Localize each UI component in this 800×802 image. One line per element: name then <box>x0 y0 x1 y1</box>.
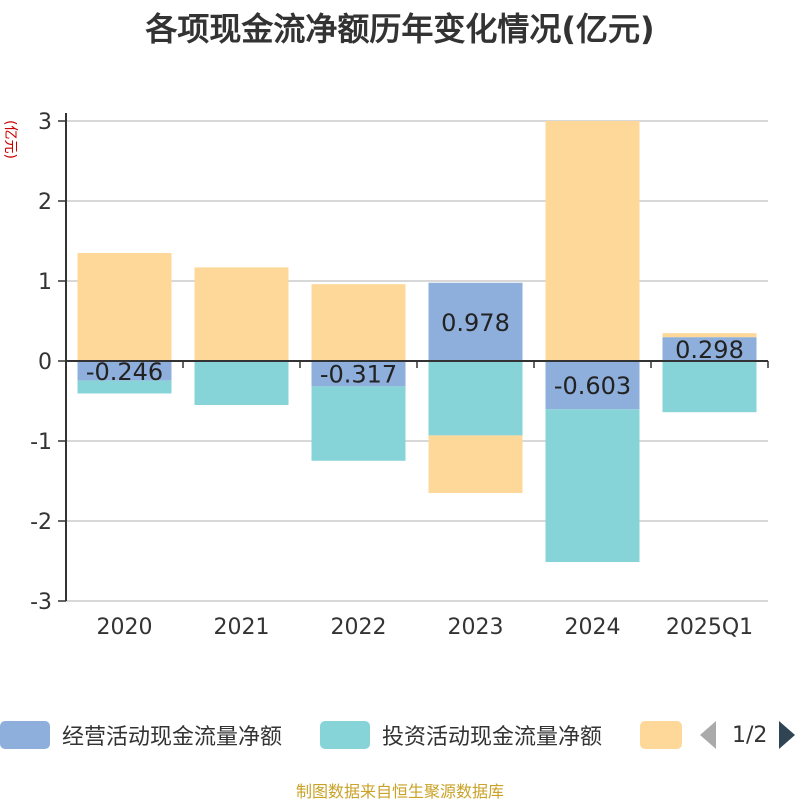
y-tick-label: 3 <box>38 110 52 135</box>
data-label-operating-2024: -0.603 <box>554 372 631 400</box>
bar-financing-2024 <box>545 121 640 361</box>
legend-item-operating[interactable]: 经营活动现金流量净额 <box>0 715 282 755</box>
data-label-operating-2020: -0.246 <box>86 358 163 386</box>
bar-operating-2023 <box>428 282 523 361</box>
legend-pager: 1/2 <box>700 715 796 755</box>
legend-item-financing[interactable] <box>640 715 682 755</box>
legend-label-operating: 经营活动现金流量净额 <box>62 725 283 750</box>
pager-prev-icon[interactable] <box>700 721 716 749</box>
bar-operating-2022 <box>311 361 406 387</box>
x-tick-label-2024: 2024 <box>565 615 621 640</box>
bar-financing-2021 <box>194 267 289 361</box>
bar-investing-2021 <box>194 361 289 405</box>
y-tick-label: 2 <box>38 190 52 215</box>
bar-investing-2024 <box>545 409 640 563</box>
pager-text: 1/2 <box>732 722 768 748</box>
legend-label-investing: 投资活动现金流量净额 <box>382 725 603 750</box>
bar-investing-2020 <box>77 380 172 394</box>
bar-investing-2025Q1 <box>662 361 757 413</box>
x-tick-label-2020: 2020 <box>97 615 153 640</box>
bar-operating-2024 <box>545 361 640 410</box>
bar-operating-2025Q1 <box>662 337 757 361</box>
bar-financing-2022 <box>311 284 406 361</box>
data-label-operating-2022: -0.317 <box>320 361 397 389</box>
x-tick-label-2025Q1: 2025Q1 <box>666 615 753 640</box>
y-tick-label: -3 <box>30 590 52 615</box>
bar-operating-2020 <box>77 361 172 381</box>
x-tick-label-2023: 2023 <box>448 615 504 640</box>
legend-swatch-financing <box>640 721 682 749</box>
x-tick-label-2022: 2022 <box>331 615 387 640</box>
legend: 经营活动现金流量净额 投资活动现金流量净额 <box>0 715 800 755</box>
data-label-operating-2023: 0.978 <box>441 309 510 337</box>
source-note: 制图数据来自恒生聚源数据库 <box>295 782 504 801</box>
data-label-operating-2025Q1: 0.298 <box>675 336 744 364</box>
chart-title: 各项现金流净额历年变化情况(亿元) <box>145 10 655 48</box>
y-tick-label: 1 <box>38 270 52 295</box>
legend-item-investing[interactable]: 投资活动现金流量净额 <box>320 715 602 755</box>
bar-investing-2023 <box>428 361 523 436</box>
bar-financing-2020 <box>77 253 172 361</box>
y-tick-label: -1 <box>30 430 52 455</box>
bar-investing-2022 <box>311 386 406 461</box>
y-tick-label: -2 <box>30 510 52 535</box>
legend-swatch-operating <box>0 721 50 749</box>
legend-swatch-investing <box>320 721 370 749</box>
pager-next-icon[interactable] <box>779 721 796 749</box>
bar-financing-2023 <box>428 435 523 493</box>
x-tick-label-2021: 2021 <box>214 615 270 640</box>
y-tick-label: 0 <box>38 350 52 375</box>
bar-financing-2025Q1 <box>662 333 757 338</box>
y-axis-unit-label: (亿元) <box>2 120 18 159</box>
